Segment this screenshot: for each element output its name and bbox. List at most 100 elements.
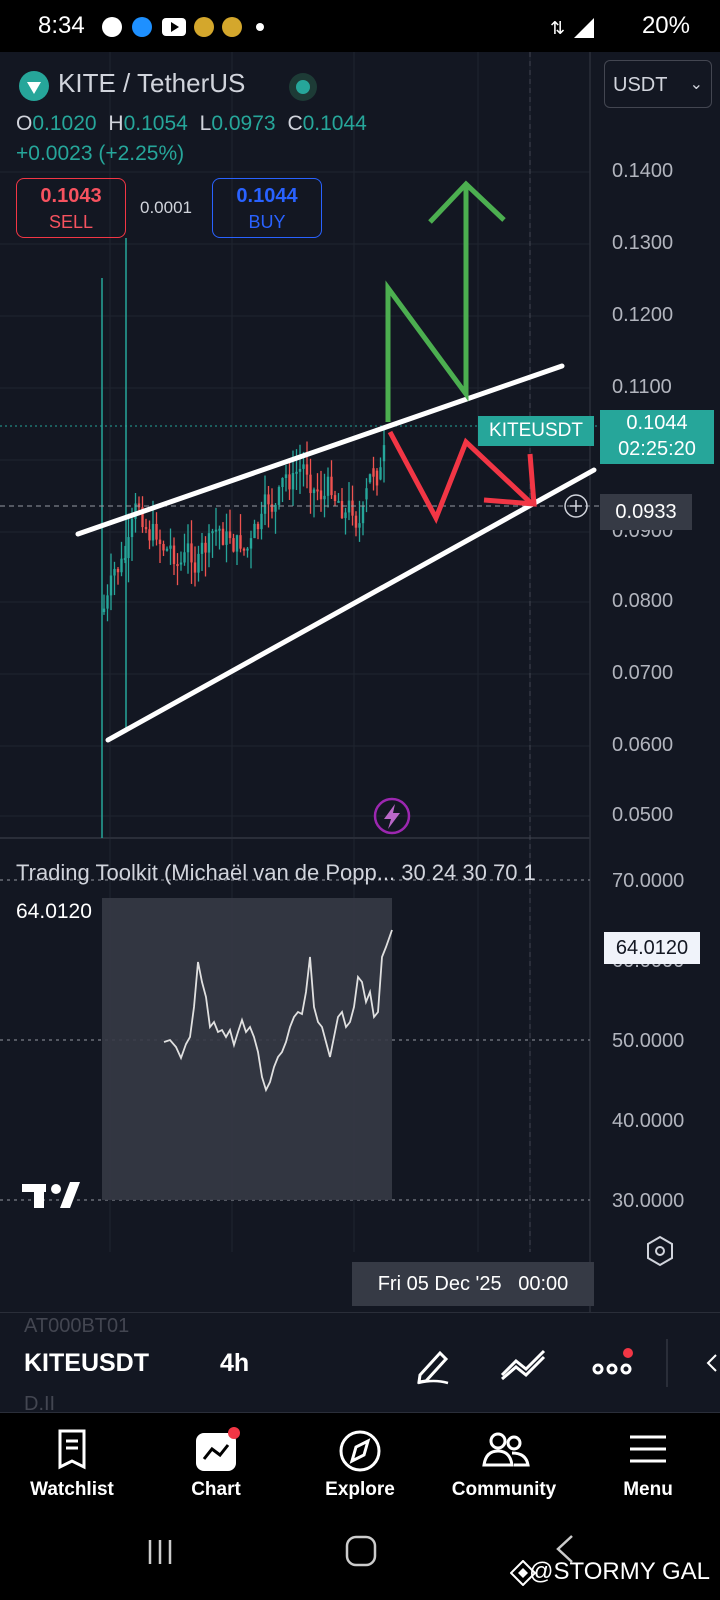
indicator-background [102, 898, 392, 1200]
price-change: +0.0023 (+2.25%) [16, 142, 185, 165]
symbol-title[interactable]: KITE / TetherUS [58, 68, 246, 98]
candle-body [375, 470, 379, 486]
candle-body [109, 575, 113, 596]
price-axis-label: 0.1100 [612, 376, 672, 398]
candle-body [186, 543, 190, 553]
price-axis-label: 0.0800 [612, 590, 674, 612]
toolbar-interval[interactable]: 4h [220, 1349, 250, 1377]
watermark: @STORMY GAL [529, 1558, 710, 1585]
candle-body [148, 529, 151, 541]
candle-body [204, 542, 207, 553]
candle-body [368, 474, 372, 483]
candle-body [221, 528, 225, 545]
nav-label: Chart [191, 1479, 241, 1500]
price-axis-label: 0.1400 [612, 160, 674, 182]
candle-body [288, 474, 291, 490]
currency-select[interactable]: USDT ⌄ [604, 60, 712, 108]
candle-body [165, 548, 169, 551]
candle-body [302, 464, 305, 469]
candle-body [193, 562, 197, 573]
kite-logo-icon [19, 71, 49, 101]
ohlc-readout: O0.1020 H0.1054 L0.0973 C0.1044 [16, 112, 367, 135]
candle-body [277, 487, 281, 505]
home-icon[interactable] [344, 1534, 378, 1568]
candle-body [337, 500, 340, 503]
upper-trendline[interactable] [75, 363, 565, 537]
ghost-text: D.II [24, 1393, 56, 1415]
candle-body [326, 476, 330, 496]
pencil-icon[interactable] [414, 1345, 454, 1385]
nav-menu[interactable]: Menu [576, 1413, 720, 1523]
indicator-title[interactable]: Trading Toolkit (Michaël van de Popp... … [16, 860, 536, 885]
candle-body [102, 608, 106, 612]
ghost-text: AT000BT01 [24, 1315, 130, 1337]
nav-community[interactable]: Community [432, 1413, 576, 1523]
candle-body [183, 552, 186, 563]
candle-body [158, 539, 162, 545]
candle-body [242, 548, 246, 551]
chart-area[interactable]: KITE / TetherUS USDT ⌄ O0.1020 H0.1054 L… [0, 52, 720, 1312]
currency-value: USDT [613, 74, 668, 96]
status-time: 8:34 [38, 12, 85, 39]
nav-label: Watchlist [30, 1479, 114, 1500]
back-icon[interactable] [554, 1534, 576, 1564]
candle-body [137, 503, 141, 508]
candle-body [151, 523, 155, 541]
candle-body [239, 535, 242, 549]
chart-canvas[interactable] [0, 52, 720, 1312]
nav-label: Explore [325, 1479, 395, 1500]
candle-body [172, 545, 176, 565]
bearish-arrow[interactable] [387, 430, 534, 524]
chevron-left-icon[interactable] [704, 1353, 718, 1373]
candle-body [344, 512, 347, 519]
candle-body [358, 523, 361, 528]
more-icon[interactable] [592, 1347, 636, 1381]
candle-body [256, 523, 260, 530]
bottom-nav: Watchlist Chart Explore Community Me [0, 1412, 720, 1523]
crosshair-plus-icon[interactable] [564, 494, 588, 518]
toolbar-symbol[interactable]: KITEUSDT [24, 1349, 149, 1377]
buy-label: BUY [248, 212, 286, 232]
price-axis-label: 0.1300 [612, 232, 674, 254]
candle-body [141, 507, 144, 528]
buy-button[interactable]: 0.1044 BUY [212, 178, 322, 238]
settings-icon[interactable] [647, 1235, 673, 1267]
indicator-axis-label: 70.0000 [612, 870, 685, 892]
sell-label: SELL [48, 212, 94, 232]
menu-icon [630, 1435, 666, 1463]
lightning-icon[interactable] [373, 797, 411, 835]
nav-explore[interactable]: Explore [288, 1413, 432, 1523]
candle-body [361, 505, 365, 524]
system-nav-bar [0, 1522, 720, 1600]
symbol-price-tag: KITEUSDT [478, 416, 594, 446]
candle-body [228, 531, 232, 539]
candle-body [207, 533, 211, 553]
svg-text:⇅: ⇅ [550, 18, 565, 38]
candle-body [319, 490, 323, 500]
candle-body [190, 543, 193, 563]
spread-value: 0.0001 [140, 198, 192, 217]
candle-body [382, 445, 386, 462]
candle-body [354, 515, 358, 528]
nav-chart[interactable]: Chart [144, 1413, 288, 1523]
candle-body [274, 504, 277, 512]
candle-body [106, 595, 109, 609]
sell-button[interactable]: 0.1043 SELL [16, 178, 126, 238]
last-price-tag: 0.1044 02:25:20 [600, 410, 714, 464]
candle-body [298, 468, 302, 472]
candle-body [270, 504, 274, 512]
candle-body [197, 553, 200, 573]
tradingview-logo-icon [22, 1182, 80, 1208]
candle-body [130, 518, 134, 538]
candle-body [218, 528, 221, 531]
candle-body [333, 495, 337, 502]
indicators-icon[interactable] [500, 1347, 548, 1381]
candle-body [291, 473, 295, 490]
bullish-arrow[interactable] [385, 184, 469, 422]
nav-watchlist[interactable]: Watchlist [0, 1413, 144, 1523]
candle-body [263, 494, 267, 514]
candle-body [347, 500, 351, 513]
lower-trendline[interactable] [105, 467, 597, 743]
candle-body [316, 489, 319, 492]
recent-apps-icon[interactable] [144, 1536, 176, 1568]
